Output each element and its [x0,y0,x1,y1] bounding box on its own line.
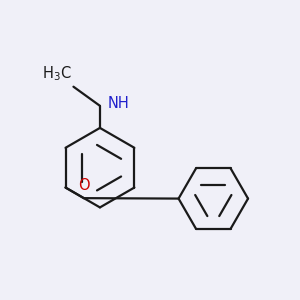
Text: NH: NH [107,96,129,111]
Text: O: O [78,178,90,193]
Text: H$_3$C: H$_3$C [42,64,72,83]
